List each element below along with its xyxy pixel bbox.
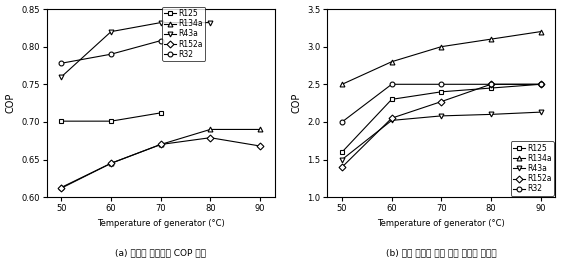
R134a	[58, 186, 65, 189]
X-axis label: Temperature of generator (°C): Temperature of generator (°C)	[97, 219, 224, 228]
Line: R32: R32	[59, 38, 163, 66]
R125	[339, 151, 346, 154]
R43a	[537, 111, 544, 114]
Legend: R125, R134a, R43a, R152a, R32: R125, R134a, R43a, R152a, R32	[511, 142, 554, 196]
Line: R134a: R134a	[59, 127, 263, 190]
R125	[108, 120, 114, 123]
R125	[537, 83, 544, 86]
R152a	[339, 165, 346, 169]
R134a	[256, 128, 263, 131]
R125	[388, 98, 395, 101]
R134a	[339, 83, 346, 86]
R152a	[207, 136, 214, 139]
Line: R43a: R43a	[339, 110, 543, 162]
R43a	[207, 21, 214, 24]
R32	[157, 39, 164, 42]
R43a	[488, 113, 494, 116]
Line: R125: R125	[59, 111, 163, 123]
Line: R32: R32	[339, 82, 543, 124]
Line: R152a: R152a	[59, 135, 263, 191]
R32	[58, 62, 65, 65]
Text: (a) 흡수식 냉동기의 COP 변화: (a) 흡수식 냉동기의 COP 변화	[115, 248, 206, 257]
R134a	[108, 162, 114, 165]
R43a	[58, 75, 65, 78]
R125	[58, 120, 65, 123]
R43a	[388, 119, 395, 122]
Legend: R125, R134a, R43a, R152a, R32: R125, R134a, R43a, R152a, R32	[162, 7, 205, 61]
Y-axis label: COP: COP	[292, 93, 301, 113]
Text: (b) 냉매 유량에 대한 혼합 용액의 유량비: (b) 냉매 유량에 대한 혼합 용액의 유량비	[386, 248, 496, 257]
R134a	[537, 30, 544, 33]
R134a	[388, 60, 395, 63]
R32	[108, 53, 114, 56]
R125	[157, 111, 164, 114]
R152a	[256, 144, 263, 148]
R125	[438, 90, 445, 93]
R152a	[388, 117, 395, 120]
R152a	[108, 162, 114, 165]
R43a	[108, 30, 114, 33]
R43a	[438, 114, 445, 117]
R152a	[157, 143, 164, 146]
R125	[488, 86, 494, 90]
R32	[438, 83, 445, 86]
R152a	[537, 83, 544, 86]
R43a	[339, 158, 346, 161]
R32	[488, 83, 494, 86]
X-axis label: Temperature of generator (°C): Temperature of generator (°C)	[378, 219, 505, 228]
R32	[339, 120, 346, 123]
R43a	[157, 21, 164, 24]
R134a	[438, 45, 445, 48]
R152a	[488, 83, 494, 86]
R152a	[58, 187, 65, 190]
R32	[388, 83, 395, 86]
R134a	[207, 128, 214, 131]
Line: R134a: R134a	[339, 29, 543, 87]
R134a	[157, 143, 164, 146]
Line: R152a: R152a	[339, 82, 543, 170]
R152a	[438, 100, 445, 103]
Line: R125: R125	[339, 82, 543, 154]
R134a	[488, 38, 494, 41]
Line: R43a: R43a	[59, 20, 213, 79]
R32	[537, 83, 544, 86]
Y-axis label: COP: COP	[6, 93, 16, 113]
